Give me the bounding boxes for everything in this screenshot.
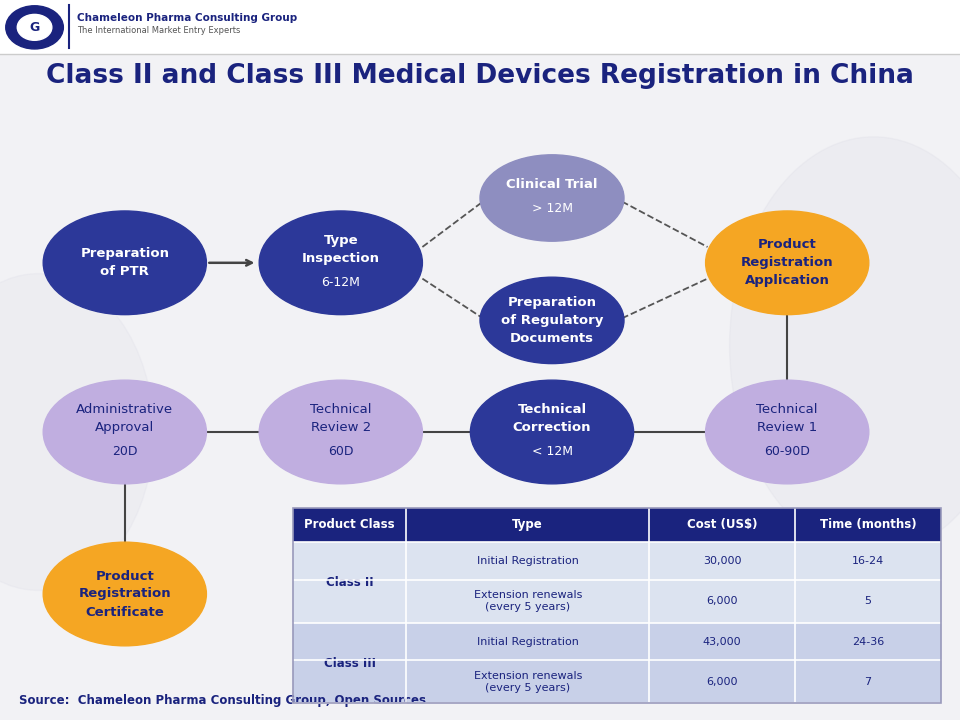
Text: Technical: Technical — [310, 403, 372, 416]
Text: 16-24: 16-24 — [852, 556, 884, 566]
Text: Registration: Registration — [741, 256, 833, 269]
Text: Product: Product — [95, 570, 155, 582]
Text: The International Market Entry Experts: The International Market Entry Experts — [77, 27, 240, 35]
Text: > 12M: > 12M — [532, 202, 572, 215]
Text: Product: Product — [757, 238, 817, 251]
Text: of PTR: of PTR — [101, 265, 149, 279]
Text: 6,000: 6,000 — [707, 677, 738, 687]
Text: Chameleon Pharma Consulting Group: Chameleon Pharma Consulting Group — [77, 13, 297, 23]
Ellipse shape — [43, 211, 206, 315]
Text: 20D: 20D — [112, 445, 137, 458]
Text: 30,000: 30,000 — [703, 556, 741, 566]
Ellipse shape — [480, 155, 624, 241]
Text: Preparation: Preparation — [508, 296, 596, 309]
FancyBboxPatch shape — [293, 660, 941, 703]
Text: Clinical Trial: Clinical Trial — [506, 178, 598, 191]
Text: < 12M: < 12M — [532, 445, 572, 458]
FancyBboxPatch shape — [293, 542, 941, 580]
Text: 60-90D: 60-90D — [764, 445, 810, 458]
Ellipse shape — [749, 126, 960, 522]
Text: Registration: Registration — [79, 588, 171, 600]
Text: Initial Registration: Initial Registration — [477, 636, 579, 647]
Text: 6-12M: 6-12M — [322, 276, 360, 289]
Text: Certificate: Certificate — [85, 606, 164, 618]
Text: Time (months): Time (months) — [820, 518, 916, 531]
Text: 24-36: 24-36 — [852, 636, 884, 647]
Text: of Regulatory: of Regulatory — [501, 314, 603, 327]
Ellipse shape — [43, 380, 206, 484]
FancyBboxPatch shape — [0, 0, 960, 54]
Ellipse shape — [0, 266, 144, 569]
Text: Administrative: Administrative — [76, 403, 174, 416]
Ellipse shape — [706, 380, 869, 484]
Text: Documents: Documents — [510, 332, 594, 345]
FancyBboxPatch shape — [293, 580, 941, 623]
Text: Technical: Technical — [517, 403, 587, 416]
Text: G: G — [30, 21, 39, 34]
Circle shape — [17, 14, 52, 40]
Text: Technical: Technical — [756, 403, 818, 416]
Text: Review 2: Review 2 — [311, 421, 371, 434]
Text: Product Class: Product Class — [304, 518, 395, 531]
Text: Extension renewals
(every 5 years): Extension renewals (every 5 years) — [473, 671, 582, 693]
FancyBboxPatch shape — [293, 508, 941, 542]
Text: Class II: Class II — [325, 576, 373, 589]
Text: 7: 7 — [864, 677, 872, 687]
FancyBboxPatch shape — [293, 623, 941, 660]
Text: Type: Type — [513, 518, 543, 531]
Text: Review 1: Review 1 — [757, 421, 817, 434]
Text: Class III: Class III — [324, 657, 375, 670]
Text: Inspection: Inspection — [301, 252, 380, 265]
Ellipse shape — [259, 211, 422, 315]
Text: Initial Registration: Initial Registration — [477, 556, 579, 566]
Text: Extension renewals
(every 5 years): Extension renewals (every 5 years) — [473, 590, 582, 612]
Ellipse shape — [480, 277, 624, 364]
Ellipse shape — [470, 380, 634, 484]
Ellipse shape — [259, 380, 422, 484]
Ellipse shape — [43, 542, 206, 646]
Ellipse shape — [706, 211, 869, 315]
Text: Class II and Class III Medical Devices Registration in China: Class II and Class III Medical Devices R… — [46, 63, 914, 89]
Text: Approval: Approval — [95, 421, 155, 434]
Ellipse shape — [730, 137, 960, 554]
Text: Application: Application — [745, 274, 829, 287]
Circle shape — [6, 6, 63, 49]
Text: 60D: 60D — [328, 445, 353, 458]
Text: Preparation: Preparation — [81, 247, 169, 261]
Ellipse shape — [0, 274, 154, 590]
Text: Type: Type — [324, 234, 358, 247]
Text: Source:  Chameleon Pharma Consulting Group, Open Sources: Source: Chameleon Pharma Consulting Grou… — [19, 694, 426, 707]
Text: 43,000: 43,000 — [703, 636, 741, 647]
Text: Correction: Correction — [513, 421, 591, 434]
Text: Cost (US$): Cost (US$) — [686, 518, 757, 531]
Text: 5: 5 — [864, 596, 872, 606]
Text: 6,000: 6,000 — [707, 596, 738, 606]
